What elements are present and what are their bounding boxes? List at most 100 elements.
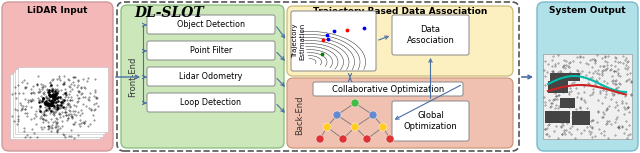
Point xyxy=(56,124,67,127)
Point xyxy=(77,78,88,80)
Point xyxy=(550,116,561,118)
Point xyxy=(566,75,576,77)
Point xyxy=(613,109,623,111)
Point xyxy=(10,86,20,88)
Point xyxy=(564,92,575,95)
Point xyxy=(601,93,611,96)
Point xyxy=(72,134,83,136)
Point xyxy=(34,101,44,103)
Point xyxy=(30,113,40,115)
Point xyxy=(610,55,620,58)
Point xyxy=(51,126,61,128)
Point xyxy=(39,91,49,93)
Point xyxy=(35,82,45,85)
Point xyxy=(602,63,612,66)
Point xyxy=(51,110,61,112)
Point xyxy=(600,69,611,71)
Point xyxy=(321,34,332,36)
Point xyxy=(43,102,53,104)
Point xyxy=(564,76,575,78)
Point xyxy=(45,103,55,105)
Point xyxy=(51,104,61,107)
Point xyxy=(35,106,45,108)
Point xyxy=(621,102,631,105)
Point xyxy=(615,83,625,86)
Point xyxy=(575,61,585,63)
Point xyxy=(602,61,612,63)
Point xyxy=(59,75,69,77)
Point xyxy=(549,107,559,109)
Point xyxy=(611,118,621,121)
Point xyxy=(49,89,60,92)
Point xyxy=(44,99,54,101)
Point xyxy=(47,104,57,107)
Point xyxy=(548,90,559,93)
Point xyxy=(64,113,74,115)
Point xyxy=(47,89,57,91)
Point xyxy=(83,98,93,100)
Bar xyxy=(13,71,102,136)
Point xyxy=(68,137,79,139)
Point xyxy=(43,103,53,105)
Point xyxy=(42,99,52,101)
Point xyxy=(62,119,72,121)
Point xyxy=(41,114,51,117)
Point xyxy=(586,58,596,60)
Point xyxy=(342,29,352,31)
Point xyxy=(44,104,54,107)
Point xyxy=(568,120,578,122)
Point xyxy=(612,92,623,95)
Bar xyxy=(572,111,590,125)
Point xyxy=(582,62,593,65)
Point xyxy=(61,94,72,97)
Point xyxy=(589,62,600,64)
Point xyxy=(554,94,564,96)
Point xyxy=(45,109,55,111)
Point xyxy=(587,126,597,128)
Point xyxy=(44,125,54,127)
Point xyxy=(555,69,565,72)
Text: Object Detection: Object Detection xyxy=(177,20,245,29)
Point xyxy=(564,62,574,65)
Text: Lidar Odometry: Lidar Odometry xyxy=(179,72,243,81)
Point xyxy=(621,107,632,109)
Point xyxy=(591,84,602,87)
Point xyxy=(595,92,605,94)
Point xyxy=(45,81,55,83)
Point xyxy=(56,101,66,104)
Point xyxy=(593,80,603,82)
Point xyxy=(52,83,62,86)
Point xyxy=(595,90,605,92)
Point xyxy=(584,77,595,79)
Point xyxy=(51,94,61,96)
Point xyxy=(54,104,65,106)
Point xyxy=(547,70,557,73)
Point xyxy=(585,59,595,61)
Point xyxy=(545,80,556,83)
Point xyxy=(550,65,560,67)
Point xyxy=(65,86,76,88)
Point xyxy=(598,129,609,132)
Point xyxy=(79,122,89,124)
Point xyxy=(547,69,557,72)
Point xyxy=(602,68,612,70)
Point xyxy=(91,96,101,99)
Point xyxy=(22,134,33,136)
Point xyxy=(556,79,566,82)
Point xyxy=(45,93,55,96)
Point xyxy=(51,128,61,131)
Point xyxy=(73,78,83,81)
Point xyxy=(600,54,610,57)
Point xyxy=(49,94,60,96)
Point xyxy=(613,73,623,76)
Point xyxy=(32,82,42,85)
Point xyxy=(50,111,60,113)
Point xyxy=(552,97,563,100)
Point xyxy=(70,121,80,123)
Point xyxy=(20,111,31,114)
Point xyxy=(605,69,615,71)
Bar xyxy=(17,67,108,131)
Point xyxy=(39,102,49,104)
Point xyxy=(52,131,62,133)
Point xyxy=(44,88,54,91)
